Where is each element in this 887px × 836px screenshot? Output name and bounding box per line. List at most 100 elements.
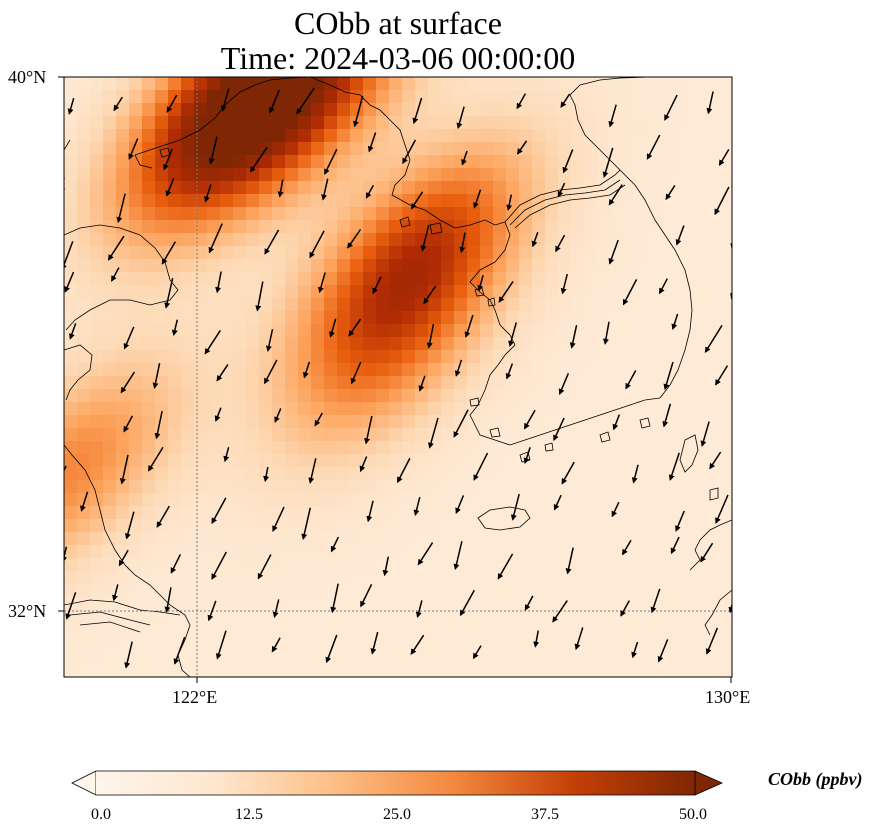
heat-cell — [324, 90, 338, 104]
heat-cell — [376, 480, 390, 494]
heat-cell — [545, 415, 559, 429]
heat-cell — [506, 675, 520, 677]
heat-cell — [571, 298, 585, 312]
heat-cell — [467, 285, 481, 299]
heat-cell — [441, 90, 455, 104]
heat-cell — [233, 259, 247, 273]
heat-cell — [90, 129, 104, 143]
heat-cell — [428, 233, 442, 247]
heat-cell — [662, 194, 676, 208]
heat-cell — [532, 441, 546, 455]
heat-cell — [506, 649, 520, 663]
wind-arrow — [211, 497, 227, 525]
heat-cell — [220, 168, 234, 182]
wind-arrow — [602, 147, 614, 178]
heat-cell — [532, 506, 546, 520]
heat-cell — [714, 259, 728, 273]
heat-cell — [532, 584, 546, 598]
heat-cell — [350, 493, 364, 507]
heat-cell — [519, 272, 533, 286]
heat-cell — [519, 129, 533, 143]
heat-cell — [584, 90, 598, 104]
heat-cell — [571, 246, 585, 260]
heat-cell — [727, 610, 732, 624]
heat-cell — [77, 597, 91, 611]
heat-cell — [584, 246, 598, 260]
heat-cell — [233, 506, 247, 520]
heat-cell — [623, 493, 637, 507]
concentration-field — [64, 77, 732, 677]
heat-cell — [129, 493, 143, 507]
wind-arrow — [560, 93, 571, 108]
heat-cell — [480, 363, 494, 377]
heat-cell — [103, 116, 117, 130]
heat-cell — [571, 181, 585, 195]
wind-arrow — [366, 500, 374, 523]
heat-cell — [428, 155, 442, 169]
heat-cell — [428, 558, 442, 572]
heat-cell — [298, 558, 312, 572]
heat-cell — [233, 558, 247, 572]
wind-arrow — [730, 243, 732, 250]
heat-cell — [584, 337, 598, 351]
heat-cell — [77, 168, 91, 182]
heat-cell — [493, 77, 507, 91]
heat-cell — [545, 181, 559, 195]
heat-cell — [727, 298, 732, 312]
wind-arrow — [631, 641, 639, 659]
heat-cell — [220, 129, 234, 143]
heat-cell — [701, 636, 715, 650]
heat-cell — [662, 597, 676, 611]
wind-arrow — [164, 587, 172, 613]
heat-cell — [519, 233, 533, 247]
heat-cell — [610, 155, 624, 169]
heat-cell — [649, 623, 663, 637]
heat-cell — [298, 194, 312, 208]
axis-ticks — [58, 76, 732, 683]
heat-cell — [116, 116, 130, 130]
heat-cell — [610, 324, 624, 338]
heat-cell — [194, 129, 208, 143]
wind-arrow — [565, 547, 574, 575]
heat-cell — [272, 298, 286, 312]
heat-cell — [480, 415, 494, 429]
heat-cell — [493, 233, 507, 247]
heat-cell — [701, 220, 715, 234]
heat-cell — [688, 584, 702, 598]
heat-cell — [259, 311, 273, 325]
heat-cell — [480, 649, 494, 663]
heat-cell — [64, 194, 78, 208]
heat-cell — [467, 168, 481, 182]
heat-cell — [480, 285, 494, 299]
heat-cell — [363, 363, 377, 377]
heat-cell — [441, 675, 455, 677]
heat-cell — [220, 415, 234, 429]
heat-cell — [246, 350, 260, 364]
heat-cell — [129, 571, 143, 585]
heat-cell — [64, 207, 78, 221]
heat-cell — [220, 207, 234, 221]
heat-cell — [64, 454, 78, 468]
heat-cell — [142, 350, 156, 364]
wind-arrow — [561, 461, 575, 485]
heat-cell — [155, 636, 169, 650]
heat-cell — [714, 454, 728, 468]
heat-cell — [480, 558, 494, 572]
heat-cell — [441, 233, 455, 247]
heat-cell — [155, 142, 169, 156]
heat-cell — [649, 584, 663, 598]
heat-cell — [480, 597, 494, 611]
heat-cell — [350, 532, 364, 546]
heat-cell — [246, 454, 260, 468]
heat-cell — [77, 506, 91, 520]
heat-cell — [324, 415, 338, 429]
heat-cell — [480, 532, 494, 546]
heat-cell — [636, 649, 650, 663]
heat-cell — [350, 662, 364, 676]
heat-cell — [259, 662, 273, 676]
heat-cell — [428, 298, 442, 312]
heat-cell — [389, 194, 403, 208]
heat-cell — [532, 90, 546, 104]
heat-cell — [506, 532, 520, 546]
heat-cell — [272, 142, 286, 156]
